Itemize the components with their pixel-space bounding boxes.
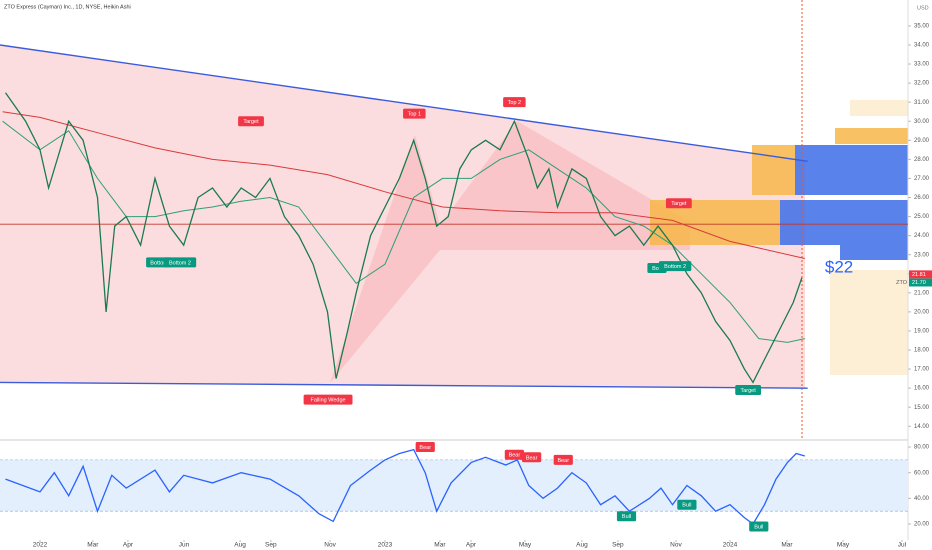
y-tick-label: 23.00 [914, 252, 930, 258]
profile-bar [795, 145, 908, 195]
annotation-label: Bear [509, 453, 521, 459]
annotation-label: Bull [622, 514, 631, 520]
x-tick-label: May [837, 542, 850, 549]
annotation-box [658, 261, 692, 272]
annotation-box [163, 257, 197, 268]
y-tick-label: 60.00 [914, 470, 930, 476]
annotation-box [415, 442, 435, 453]
annotation-box [553, 454, 573, 465]
x-tick-label: Mar [434, 542, 446, 549]
annotation-label: Falling Wedge [311, 398, 346, 404]
annotation-label: Bottom 2 [664, 264, 686, 270]
rsi-band [0, 459, 908, 512]
y-tick-label: 15.00 [914, 405, 930, 411]
annotation-label: Bott [652, 266, 662, 272]
x-tick-label: 2024 [723, 542, 738, 549]
x-tick-label: Apr [466, 542, 477, 549]
y-tick-label: 27.00 [914, 176, 930, 182]
annotation-box [522, 452, 542, 463]
annotation-box [238, 116, 264, 127]
y-tick-label: 35.00 [914, 24, 930, 30]
profile-bar [835, 128, 908, 144]
annotation-label: Target [740, 388, 756, 394]
series-line [2, 120, 805, 343]
annotation-label: Bull [682, 503, 691, 509]
annotation-label: Target [671, 201, 687, 207]
annotation-box [303, 394, 353, 405]
volume-profile [650, 100, 908, 375]
y-tick-label: 28.00 [914, 157, 930, 163]
annotation-label: Bear [419, 445, 431, 451]
y-tick-label: 16.00 [914, 386, 930, 392]
currency: USD [917, 5, 929, 11]
annotation-box [735, 385, 762, 396]
annotation-box [665, 198, 692, 209]
profile-bar [830, 270, 908, 375]
annotation-label: Bull [754, 524, 763, 530]
annotation-label: Target [243, 119, 259, 125]
y-tick-label: 25.00 [914, 214, 930, 220]
annotation-label: Top 2 [508, 100, 521, 106]
x-tick-label: Sep [265, 542, 277, 549]
annotation-label: Bottom [150, 260, 168, 266]
annotation-box [403, 108, 426, 119]
x-tick-label: Mar [87, 542, 99, 549]
profile-bar [780, 200, 908, 245]
annotation-box [504, 449, 524, 460]
y-tick-label: 20.00 [914, 522, 930, 528]
y-tick-label: 80.00 [914, 445, 930, 451]
price-tag-label: 21.81 [912, 272, 926, 278]
y-tick-label: 33.00 [914, 62, 930, 68]
series-line [2, 111, 805, 259]
profile-bar [850, 100, 908, 116]
x-tick-label: Aug [234, 542, 246, 549]
profile-bar [840, 245, 908, 260]
x-tick-label: Apr [123, 542, 134, 549]
y-tick-label: 26.00 [914, 195, 930, 201]
price-tag [909, 270, 932, 279]
symbol-tag: ZTO [896, 280, 908, 286]
series-line [4, 92, 803, 384]
y-tick-label: 29.00 [914, 138, 930, 144]
price-tag [909, 278, 932, 287]
x-tick-label: Nov [670, 542, 682, 549]
annotation-box [616, 511, 637, 522]
annotation-label: Bear [557, 458, 569, 464]
series-line [5, 448, 805, 525]
x-tick-label: Jul [898, 542, 907, 549]
x-tick-label: Jun [179, 542, 190, 549]
annotation-box [677, 499, 697, 510]
y-tick-label: 21.00 [914, 290, 930, 296]
x-tick-label: Sep [612, 542, 624, 549]
annotation-label: Bear [526, 455, 538, 461]
y-tick-label: 20.00 [914, 309, 930, 315]
x-tick-label: May [519, 542, 532, 549]
y-tick-label: 18.00 [914, 348, 930, 354]
x-tick-label: Nov [324, 542, 336, 549]
x-tick-label: Mar [781, 542, 793, 549]
y-tick-label: 34.00 [914, 43, 930, 49]
y-tick-label: 31.00 [914, 100, 930, 106]
callout: $22 [825, 258, 853, 277]
annotation-box [503, 97, 526, 108]
y-tick-label: 19.00 [914, 329, 930, 335]
trendline [0, 44, 808, 162]
pattern-area [330, 121, 690, 383]
price-tag-label: 21.70 [912, 280, 926, 286]
y-tick-label: 24.00 [914, 233, 930, 239]
chart-title: ZTO Express (Cayman) Inc., 1D, NYSE, Hei… [4, 4, 131, 10]
x-tick-label: Aug [576, 542, 588, 549]
x-tick-label: 2022 [33, 542, 48, 549]
y-tick-label: 17.00 [914, 367, 930, 373]
y-tick-label: 40.00 [914, 496, 930, 502]
y-tick-label: 32.00 [914, 81, 930, 87]
annotation-label: Bottom 2 [169, 260, 191, 266]
trendline [0, 381, 808, 389]
x-tick-label: 2023 [378, 542, 393, 549]
y-tick-label: 14.00 [914, 424, 930, 430]
annotation-box [749, 521, 769, 532]
y-tick-label: 30.00 [914, 119, 930, 125]
annotation-label: Top 1 [408, 112, 421, 118]
